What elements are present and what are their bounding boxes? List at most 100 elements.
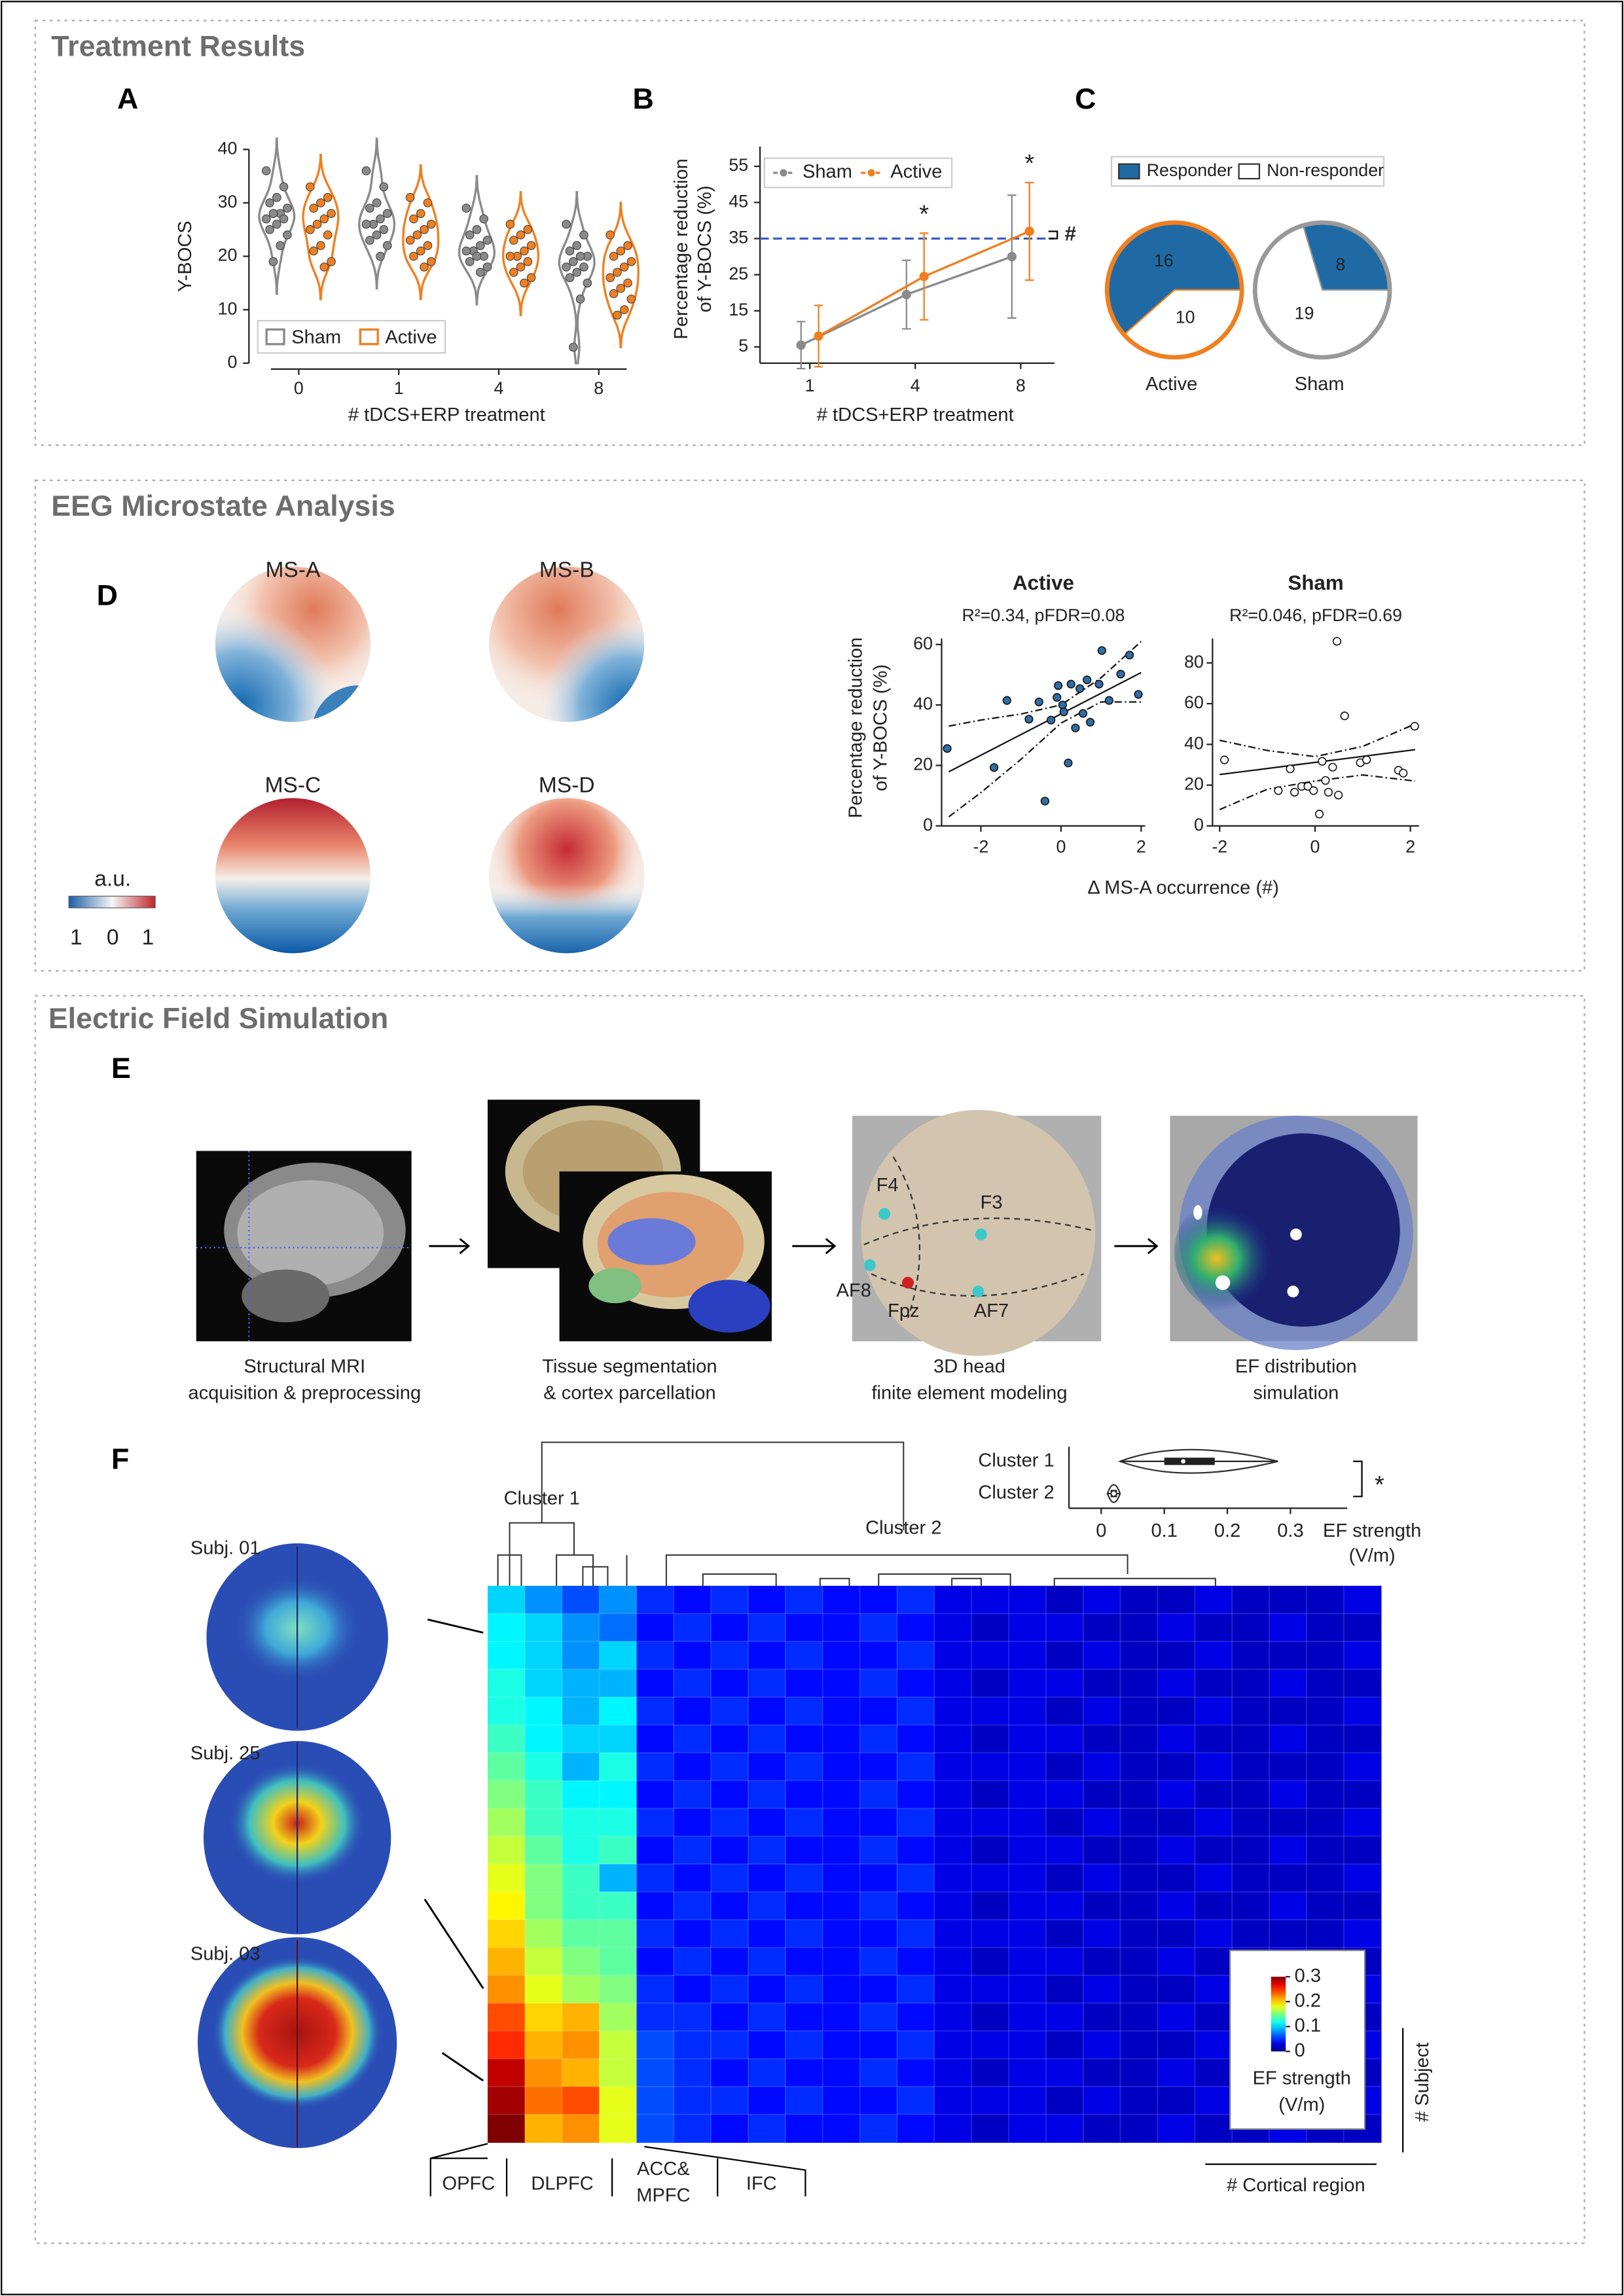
x-axis-label: # tDCS+ERP treatment	[348, 404, 545, 425]
data-point	[1075, 684, 1085, 693]
ci-band	[948, 641, 1142, 727]
heatmap-cell	[897, 1780, 935, 1809]
heatmap-cell	[636, 1975, 675, 2004]
x-tick-label: 0.1	[1151, 1520, 1177, 1541]
data-point	[279, 214, 289, 224]
data-point	[505, 251, 515, 261]
step-caption: & cortex parcellation	[543, 1383, 715, 1404]
data-point	[327, 209, 336, 219]
heatmap-cell	[1195, 1585, 1233, 1615]
heatmap-cell	[636, 2003, 675, 2032]
heatmap-cell	[487, 1669, 526, 1698]
median	[1111, 1491, 1116, 1496]
heatmap-cell	[711, 1808, 749, 1837]
heatmap-cell	[822, 2031, 861, 2060]
heatmap-cell	[1120, 2058, 1159, 2087]
head-model	[852, 1109, 1102, 1356]
data-point	[814, 331, 823, 341]
data-point	[372, 230, 382, 240]
heatmap-cell	[636, 2058, 675, 2087]
data-point	[482, 262, 492, 272]
region-label: ACC&	[637, 2159, 690, 2179]
heatmap-cell	[524, 2114, 563, 2143]
legend-box	[257, 319, 446, 354]
data-point	[509, 236, 518, 245]
heatmap-cell	[562, 2114, 600, 2143]
y-axis-label: Percentage reduction	[845, 637, 866, 818]
heatmap-cell	[1120, 1780, 1159, 1809]
heatmap-cell	[785, 2114, 823, 2143]
heatmap-cell	[822, 1836, 861, 1865]
data-point	[319, 262, 329, 272]
data-point	[565, 273, 575, 283]
heatmap-cell	[934, 2114, 973, 2143]
heatmap-cell	[1157, 2031, 1196, 2060]
heatmap-cell	[1009, 1669, 1047, 1698]
heatmap-cell	[897, 1585, 935, 1615]
data-point	[461, 204, 471, 213]
heatmap-cell	[711, 1892, 749, 1920]
colorbar	[68, 895, 156, 908]
y-axis-label: of Y-BOCS (%)	[695, 185, 715, 312]
heatmap-cell	[524, 2003, 563, 2032]
data-point	[623, 278, 632, 288]
data-point	[575, 251, 585, 261]
legend-label: Non-responder	[1267, 160, 1384, 180]
heatmap-cell	[785, 1892, 823, 1920]
heatmap-cell	[971, 2114, 1009, 2143]
chart-title: Sham	[1288, 571, 1343, 594]
mri-image	[196, 1151, 412, 1342]
heatmap-cell	[934, 1836, 973, 1865]
heatmap-cell	[822, 1808, 861, 1837]
heatmap-cell	[524, 1641, 563, 1670]
data-point	[1024, 226, 1034, 236]
heatmap-cell	[636, 1808, 675, 1837]
data-point	[1104, 696, 1113, 705]
heatmap-cell	[636, 2114, 675, 2143]
heatmap-cell	[859, 1725, 898, 1753]
legend-label: Active	[890, 162, 942, 183]
data-point	[569, 257, 578, 266]
heatmap-cell	[711, 1975, 749, 2004]
heatmap-cell	[859, 1863, 898, 1893]
heatmap-cell	[785, 1696, 823, 1726]
y-tick-label: 0	[1194, 815, 1204, 834]
segmentation-image	[487, 1100, 772, 1342]
topomap	[489, 566, 645, 722]
heatmap-cell	[934, 1669, 973, 1698]
heatmap-cell	[1232, 1696, 1270, 1726]
data-point	[575, 295, 585, 304]
colorbar-tick-label: 0.3	[1295, 1965, 1321, 1986]
legend-swatch	[265, 328, 285, 346]
heatmap-cell	[1343, 1696, 1382, 1726]
data-point	[379, 224, 389, 234]
heatmap-cell	[1083, 1752, 1121, 1782]
heatmap-cell	[971, 1613, 1009, 1642]
heatmap-cell	[971, 1669, 1009, 1698]
heatmap-cell	[599, 1892, 638, 1920]
heatmap-cell	[934, 1613, 973, 1642]
step-caption: acquisition & preprocessing	[189, 1383, 422, 1404]
colorbar-label: EF strength	[1253, 2068, 1351, 2089]
ci-band	[1219, 774, 1416, 810]
heatmap-cell	[785, 1947, 823, 1976]
x-tick-label: 8	[594, 378, 604, 398]
heatmap-cell	[711, 2003, 749, 2032]
data-point	[1002, 696, 1011, 705]
y-tick-label: 20	[218, 245, 238, 265]
heatmap-cell	[636, 1892, 675, 1920]
heatmap-cell	[859, 2087, 898, 2115]
heatmap-cell	[599, 1836, 638, 1865]
data-point	[382, 241, 392, 251]
y-axis-label: Percentage reduction	[671, 158, 692, 339]
heatmap-cell	[1157, 1975, 1196, 2004]
heatmap-cell	[859, 2003, 898, 2032]
heatmap-cell	[1232, 1892, 1270, 1920]
heatmap-cell	[1009, 1975, 1047, 2004]
data-point	[416, 246, 425, 256]
heatmap-cell	[1232, 1585, 1270, 1615]
data-point	[323, 192, 333, 202]
heatmap-cell	[562, 2058, 600, 2087]
electrode-label: F3	[981, 1193, 1003, 1213]
heatmap-cell	[897, 1919, 935, 1948]
